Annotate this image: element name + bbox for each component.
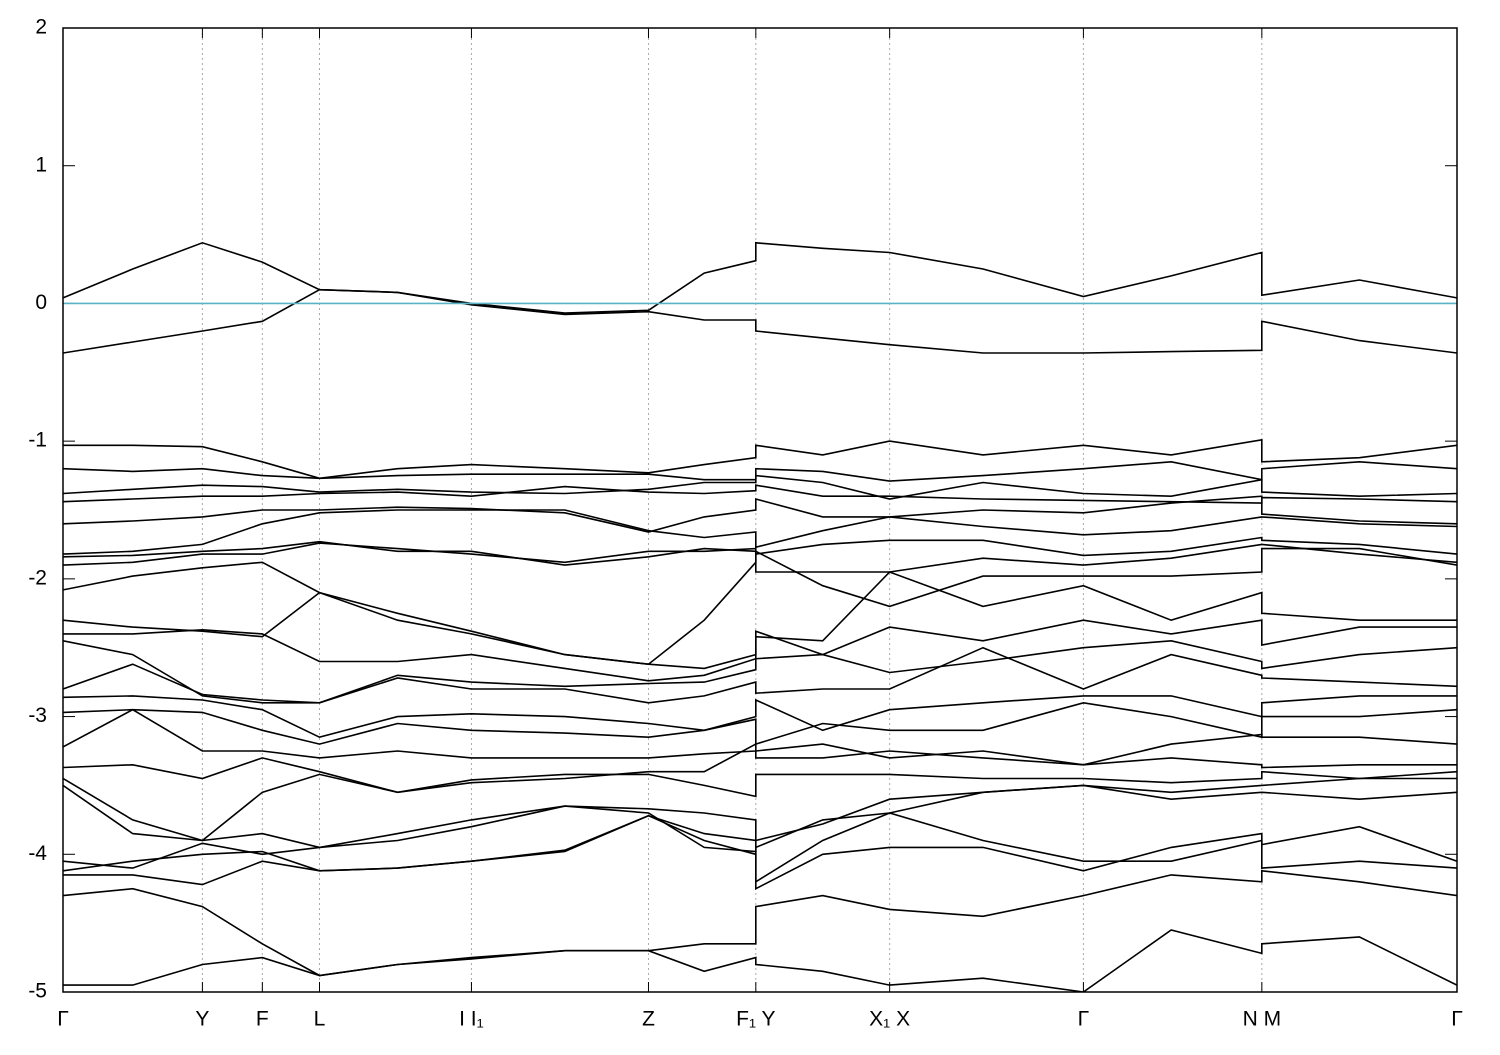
x-tick-label: F₁ Y: [736, 1008, 775, 1031]
x-tick-label: Γ: [1451, 1008, 1463, 1031]
x-tick-label: Γ: [57, 1008, 69, 1031]
band-line: [63, 241, 1457, 314]
x-tick-label: N M: [1243, 1008, 1282, 1031]
band-line: [63, 438, 1457, 480]
band-line: [63, 812, 1457, 884]
x-tick-label: Y: [195, 1008, 209, 1031]
x-tick-label: I I₁: [459, 1008, 484, 1031]
y-tick-label: -1: [28, 429, 47, 452]
band-line: [63, 509, 1457, 555]
band-line: [63, 770, 1457, 842]
y-tick-label: 0: [35, 291, 47, 314]
bands: [63, 241, 1457, 992]
band-line: [63, 474, 1457, 500]
band-line: [63, 536, 1457, 566]
x-tick-label: Z: [642, 1008, 655, 1031]
band-line: [63, 484, 1457, 504]
y-tick-label: -5: [28, 980, 47, 1003]
x-tick-label: X₁ X: [869, 1008, 910, 1031]
band-line: [63, 742, 1457, 794]
band-line: [63, 547, 1457, 666]
band-line: [63, 571, 1457, 670]
plot-frame: [62, 27, 1458, 993]
x-tick-label: F: [256, 1008, 269, 1031]
y-tick-label: 2: [35, 16, 47, 39]
y-tick-label: -4: [28, 842, 47, 865]
y-tick-label: -2: [28, 566, 47, 589]
band-line: [63, 701, 1457, 746]
x-tick-label: Γ: [1078, 1008, 1090, 1031]
band-line: [63, 708, 1457, 766]
band-line: [63, 814, 1457, 891]
band-line: [63, 929, 1457, 992]
y-tick-label: -3: [28, 704, 47, 727]
y-tick-label: 1: [35, 153, 47, 176]
band-line: [63, 495, 1457, 533]
band-line: [63, 542, 1457, 573]
x-tick-label: L: [314, 1008, 326, 1031]
band-line: [63, 784, 1457, 869]
band-line: [63, 639, 1457, 704]
band-line: [63, 695, 1457, 739]
band-line: [63, 288, 1457, 354]
band-line: [63, 777, 1457, 849]
band-line: [63, 646, 1457, 704]
band-line: [63, 869, 1457, 977]
